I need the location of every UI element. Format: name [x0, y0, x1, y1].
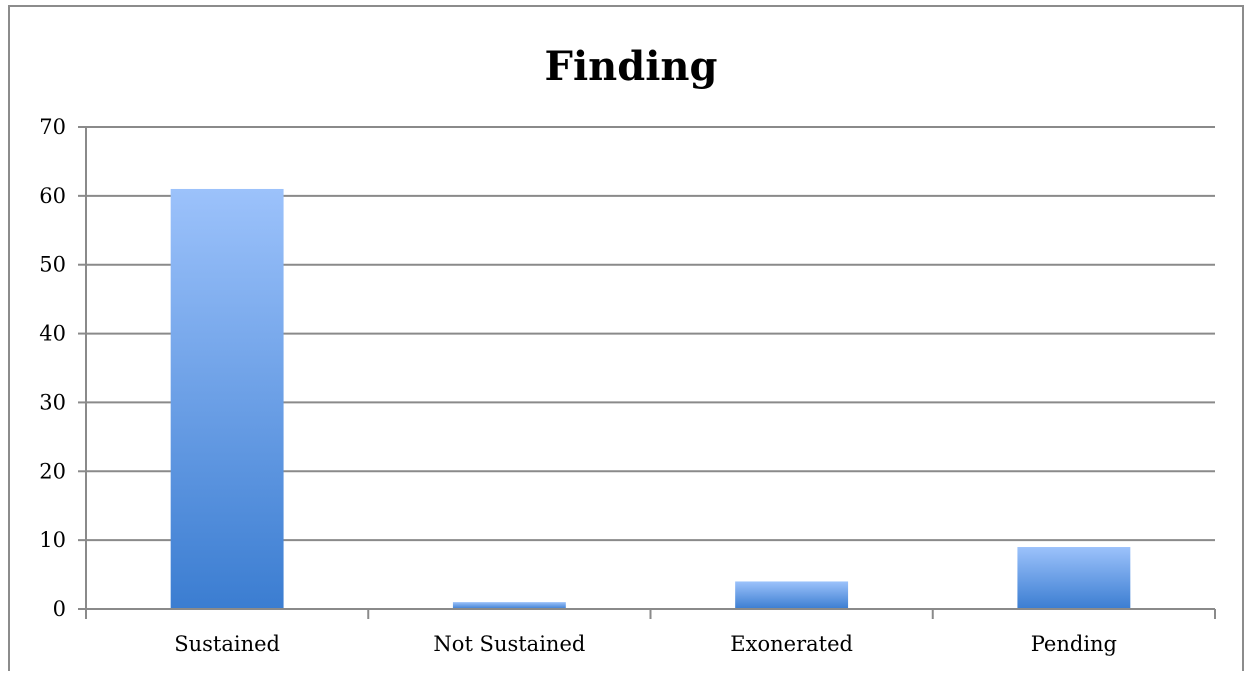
y-tick-label: 70	[39, 115, 66, 139]
y-tick-label: 20	[39, 459, 66, 483]
bar-pending	[1017, 547, 1131, 609]
category-label: Exonerated	[730, 632, 853, 656]
category-label: Not Sustained	[433, 632, 585, 656]
bar-not-sustained	[452, 602, 566, 609]
y-tick-label: 10	[39, 528, 66, 552]
bar-exonerated	[735, 581, 849, 609]
bar-sustained	[170, 188, 284, 609]
y-tick-label: 0	[53, 597, 66, 621]
axes	[78, 126, 1216, 619]
y-tick-label: 30	[39, 390, 66, 414]
bars	[170, 188, 1131, 609]
y-tick-label: 60	[39, 184, 66, 208]
category-label: Pending	[1031, 632, 1117, 656]
category-label: Sustained	[174, 632, 280, 656]
y-tick-label: 40	[39, 322, 66, 346]
labels: 0 10 20 30 40 50 60 70 Sustained Not Sustained Exo…	[39, 115, 1117, 656]
y-tick-label: 50	[39, 253, 66, 277]
chart-title: Finding	[545, 43, 718, 90]
